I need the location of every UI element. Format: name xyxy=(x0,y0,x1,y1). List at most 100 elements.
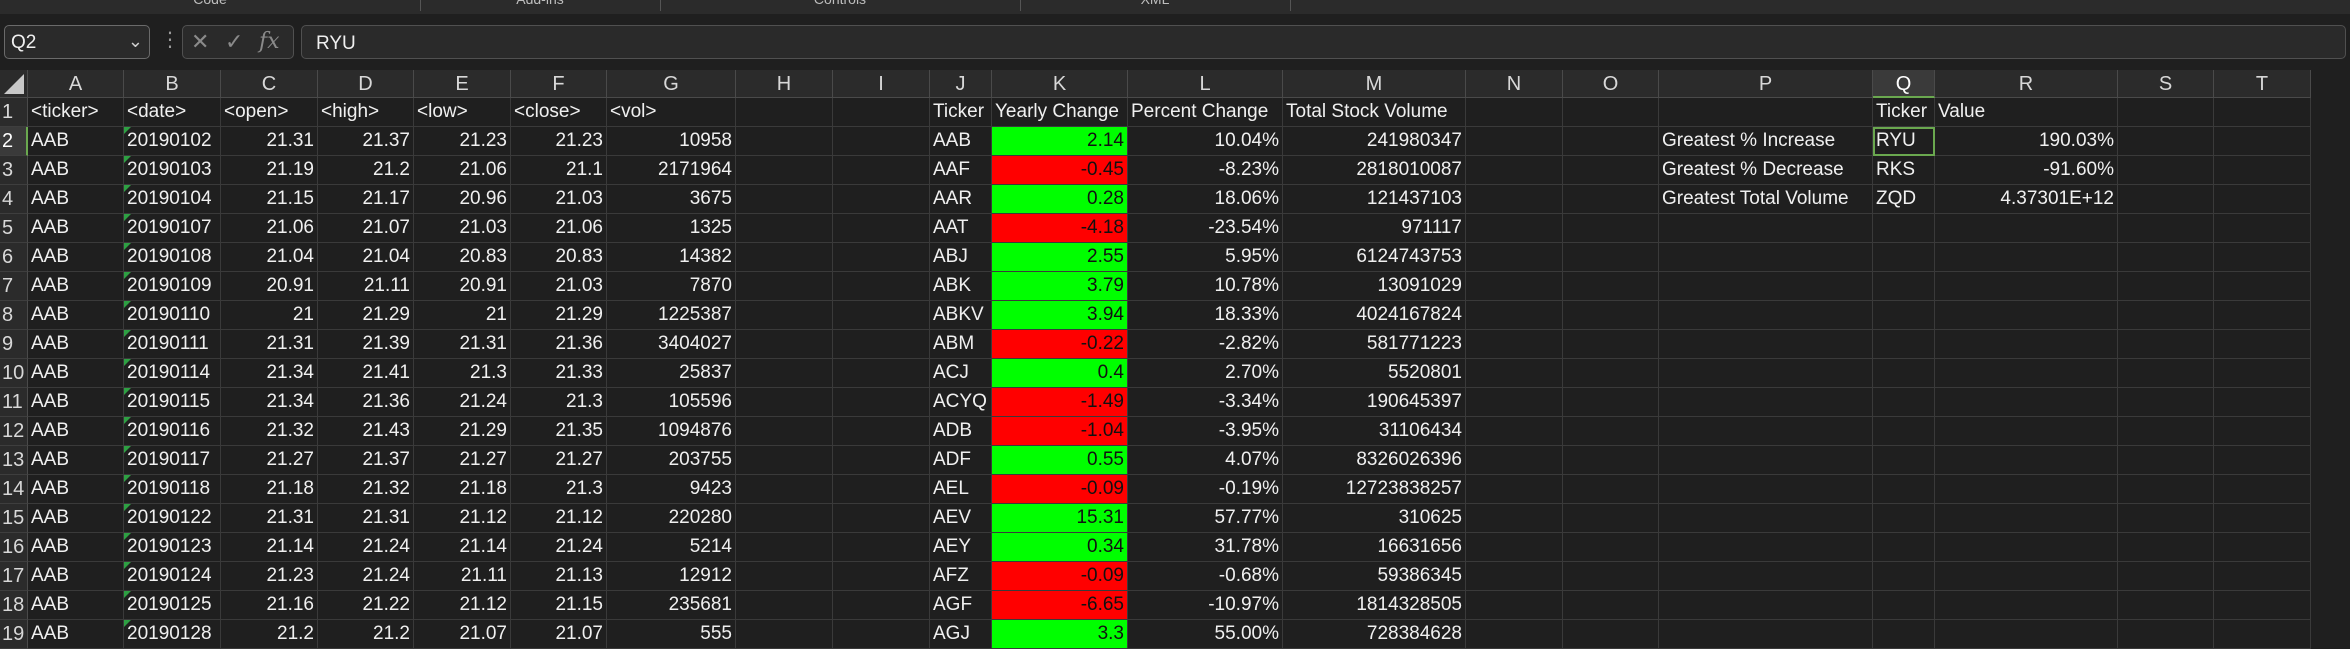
cell-k15[interactable]: 15.31 xyxy=(992,504,1128,533)
cell-a18[interactable]: AAB xyxy=(28,591,124,620)
cell-n8[interactable] xyxy=(1466,301,1563,330)
cell-b4[interactable]: 20190104 xyxy=(124,185,221,214)
cell-k2[interactable]: 2.14 xyxy=(992,127,1128,156)
cell-p19[interactable] xyxy=(1659,620,1873,649)
cell-g14[interactable]: 9423 xyxy=(607,475,736,504)
cell-r10[interactable] xyxy=(1935,359,2118,388)
cell-a5[interactable]: AAB xyxy=(28,214,124,243)
function-icon[interactable]: fx xyxy=(259,29,280,54)
cell-p5[interactable] xyxy=(1659,214,1873,243)
cell-m19[interactable]: 728384628 xyxy=(1283,620,1466,649)
cell-m18[interactable]: 1814328505 xyxy=(1283,591,1466,620)
cell-h2[interactable] xyxy=(736,127,833,156)
cell-j2[interactable]: AAB xyxy=(930,127,992,156)
cell-c7[interactable]: 20.91 xyxy=(221,272,318,301)
cell-s9[interactable] xyxy=(2118,330,2214,359)
row-header[interactable]: 11 xyxy=(0,388,28,417)
cell-l3[interactable]: -8.23% xyxy=(1128,156,1283,185)
cell-l6[interactable]: 5.95% xyxy=(1128,243,1283,272)
cell-d19[interactable]: 21.2 xyxy=(318,620,414,649)
cell-p18[interactable] xyxy=(1659,591,1873,620)
cell-j10[interactable]: ACJ xyxy=(930,359,992,388)
cell-d1[interactable]: <high> xyxy=(318,98,414,127)
cell-e12[interactable]: 21.29 xyxy=(414,417,511,446)
cell-n9[interactable] xyxy=(1466,330,1563,359)
row-header[interactable]: 15 xyxy=(0,504,28,533)
cell-j9[interactable]: ABM xyxy=(930,330,992,359)
cell-m3[interactable]: 2818010087 xyxy=(1283,156,1466,185)
formula-input[interactable]: RYU xyxy=(301,25,2346,59)
cell-d7[interactable]: 21.11 xyxy=(318,272,414,301)
cell-f12[interactable]: 21.35 xyxy=(511,417,607,446)
column-header-g[interactable]: G xyxy=(607,70,736,98)
cell-r8[interactable] xyxy=(1935,301,2118,330)
cell-q8[interactable] xyxy=(1873,301,1935,330)
cell-m13[interactable]: 8326026396 xyxy=(1283,446,1466,475)
row-header[interactable]: 12 xyxy=(0,417,28,446)
cell-e2[interactable]: 21.23 xyxy=(414,127,511,156)
cell-i1[interactable] xyxy=(833,98,930,127)
cell-e9[interactable]: 21.31 xyxy=(414,330,511,359)
cell-d3[interactable]: 21.2 xyxy=(318,156,414,185)
cell-k11[interactable]: -1.49 xyxy=(992,388,1128,417)
cell-t9[interactable] xyxy=(2214,330,2311,359)
cell-q1[interactable]: Ticker xyxy=(1873,98,1935,127)
cell-n10[interactable] xyxy=(1466,359,1563,388)
cell-a17[interactable]: AAB xyxy=(28,562,124,591)
cell-a2[interactable]: AAB xyxy=(28,127,124,156)
cell-b12[interactable]: 20190116 xyxy=(124,417,221,446)
cell-l8[interactable]: 18.33% xyxy=(1128,301,1283,330)
cell-h11[interactable] xyxy=(736,388,833,417)
enter-icon[interactable]: ✓ xyxy=(225,29,244,54)
cell-g17[interactable]: 12912 xyxy=(607,562,736,591)
cell-k14[interactable]: -0.09 xyxy=(992,475,1128,504)
row-header[interactable]: 16 xyxy=(0,533,28,562)
column-header-s[interactable]: S xyxy=(2118,70,2214,98)
cell-r13[interactable] xyxy=(1935,446,2118,475)
cell-h6[interactable] xyxy=(736,243,833,272)
cell-m8[interactable]: 4024167824 xyxy=(1283,301,1466,330)
cell-r17[interactable] xyxy=(1935,562,2118,591)
cell-e7[interactable]: 20.91 xyxy=(414,272,511,301)
cell-b8[interactable]: 20190110 xyxy=(124,301,221,330)
cell-l15[interactable]: 57.77% xyxy=(1128,504,1283,533)
cell-l2[interactable]: 10.04% xyxy=(1128,127,1283,156)
cell-p10[interactable] xyxy=(1659,359,1873,388)
cell-f17[interactable]: 21.13 xyxy=(511,562,607,591)
cell-r11[interactable] xyxy=(1935,388,2118,417)
cell-s19[interactable] xyxy=(2118,620,2214,649)
cell-d15[interactable]: 21.31 xyxy=(318,504,414,533)
cell-n11[interactable] xyxy=(1466,388,1563,417)
cell-i7[interactable] xyxy=(833,272,930,301)
cell-e19[interactable]: 21.07 xyxy=(414,620,511,649)
cell-b15[interactable]: 20190122 xyxy=(124,504,221,533)
cell-k18[interactable]: -6.65 xyxy=(992,591,1128,620)
ribbon-group-code[interactable]: Code xyxy=(0,0,421,11)
cell-c11[interactable]: 21.34 xyxy=(221,388,318,417)
cell-s17[interactable] xyxy=(2118,562,2214,591)
cell-d4[interactable]: 21.17 xyxy=(318,185,414,214)
column-header-k[interactable]: K xyxy=(992,70,1128,98)
cell-n3[interactable] xyxy=(1466,156,1563,185)
cell-f15[interactable]: 21.12 xyxy=(511,504,607,533)
cell-n17[interactable] xyxy=(1466,562,1563,591)
cell-o12[interactable] xyxy=(1563,417,1659,446)
cell-c16[interactable]: 21.14 xyxy=(221,533,318,562)
cell-o6[interactable] xyxy=(1563,243,1659,272)
cell-b6[interactable]: 20190108 xyxy=(124,243,221,272)
cell-g7[interactable]: 7870 xyxy=(607,272,736,301)
cell-q7[interactable] xyxy=(1873,272,1935,301)
cancel-icon[interactable]: ✕ xyxy=(191,29,210,54)
cell-q13[interactable] xyxy=(1873,446,1935,475)
cell-r16[interactable] xyxy=(1935,533,2118,562)
cell-m4[interactable]: 121437103 xyxy=(1283,185,1466,214)
cell-p2[interactable]: Greatest % Increase xyxy=(1659,127,1873,156)
cell-k13[interactable]: 0.55 xyxy=(992,446,1128,475)
cell-g11[interactable]: 105596 xyxy=(607,388,736,417)
cell-c13[interactable]: 21.27 xyxy=(221,446,318,475)
cell-b3[interactable]: 20190103 xyxy=(124,156,221,185)
cell-a11[interactable]: AAB xyxy=(28,388,124,417)
cell-f8[interactable]: 21.29 xyxy=(511,301,607,330)
cell-g5[interactable]: 1325 xyxy=(607,214,736,243)
cell-f1[interactable]: <close> xyxy=(511,98,607,127)
